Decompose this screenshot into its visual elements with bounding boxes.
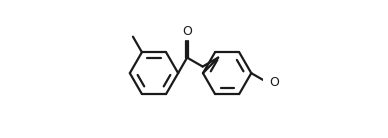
Text: O: O [182, 25, 192, 38]
Text: O: O [269, 76, 279, 89]
